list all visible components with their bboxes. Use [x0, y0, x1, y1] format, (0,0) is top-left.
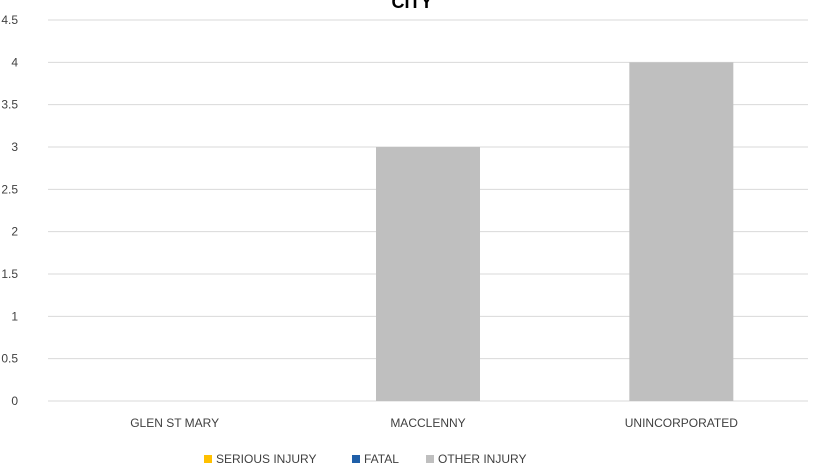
legend: SERIOUS INJURY FATAL OTHER INJURY: [204, 452, 526, 466]
bar-other-injury-1: [376, 147, 480, 401]
y-tick-label: 1: [11, 309, 18, 323]
bars: [376, 62, 734, 401]
category-label: UNINCORPORATED: [625, 416, 738, 430]
y-tick-label: 4.5: [1, 13, 18, 27]
chart-title: CITY: [391, 0, 432, 12]
legend-swatch: [426, 455, 434, 463]
y-tick-label: 2: [11, 225, 18, 239]
category-label: MACCLENNY: [390, 416, 465, 430]
y-tick-label: 0.5: [1, 352, 18, 366]
y-tick-label: 3.5: [1, 98, 18, 112]
legend-label: OTHER INJURY: [438, 452, 526, 466]
category-label: GLEN ST MARY: [130, 416, 219, 430]
y-tick-label: 4: [11, 55, 18, 69]
legend-swatch: [204, 455, 212, 463]
y-axis-ticks: 0 0.5 1 1.5 2 2.5 3 3.5 4 4.5: [1, 13, 18, 408]
y-tick-label: 3: [11, 140, 18, 154]
y-tick-label: 2.5: [1, 182, 18, 196]
x-axis-categories: GLEN ST MARY MACCLENNY UNINCORPORATED: [130, 416, 738, 430]
legend-label: SERIOUS INJURY: [216, 452, 316, 466]
y-tick-label: 0: [11, 394, 18, 408]
legend-label: FATAL: [364, 452, 399, 466]
y-tick-label: 1.5: [1, 267, 18, 281]
legend-swatch: [352, 455, 360, 463]
bar-other-injury-2: [629, 62, 734, 401]
